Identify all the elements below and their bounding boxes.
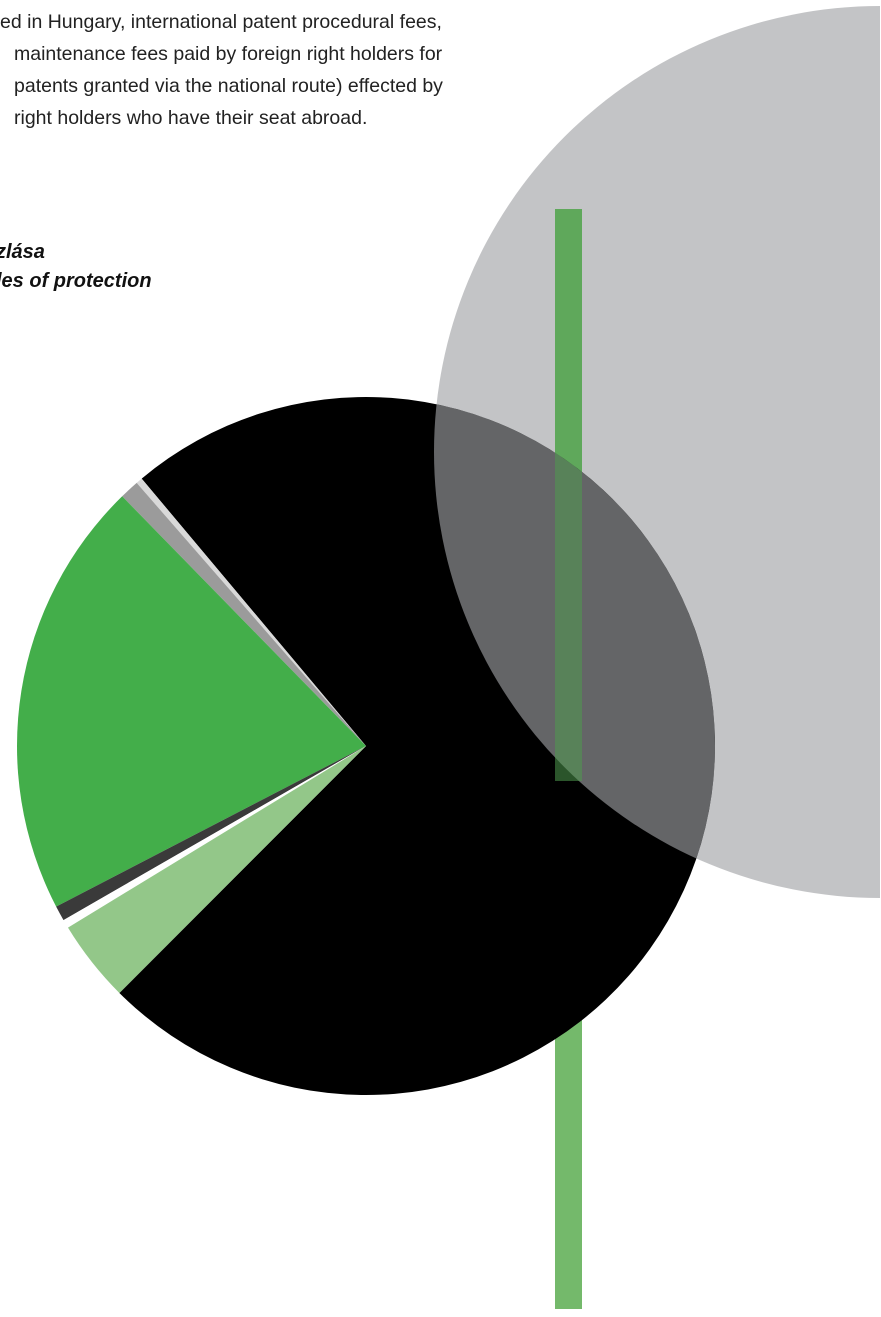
body-line-2: maintenance fees paid by foreign right h… bbox=[14, 43, 443, 65]
chart-title-line-hu: zlása bbox=[0, 241, 45, 263]
pie-slice-6 bbox=[63, 746, 366, 928]
pie-slice-5 bbox=[56, 746, 366, 921]
body-line-1: ed in Hungary, international patent proc… bbox=[0, 11, 442, 33]
body-paragraph: ed in Hungary, international patent proc… bbox=[0, 0, 600, 134]
pie-slice-3 bbox=[122, 482, 366, 746]
pie-slice-7 bbox=[67, 746, 367, 993]
pie-slice-2 bbox=[136, 478, 366, 746]
chart-title: zlása les of protection bbox=[0, 238, 152, 296]
chart-title-line-en: les of protection bbox=[0, 270, 152, 292]
body-line-3: patents granted via the national route) … bbox=[14, 75, 443, 97]
decorative-green-bar-upper bbox=[555, 209, 582, 781]
body-line-4: right holders who have their seat abroad… bbox=[14, 107, 368, 129]
pie-slice-4 bbox=[16, 496, 367, 907]
